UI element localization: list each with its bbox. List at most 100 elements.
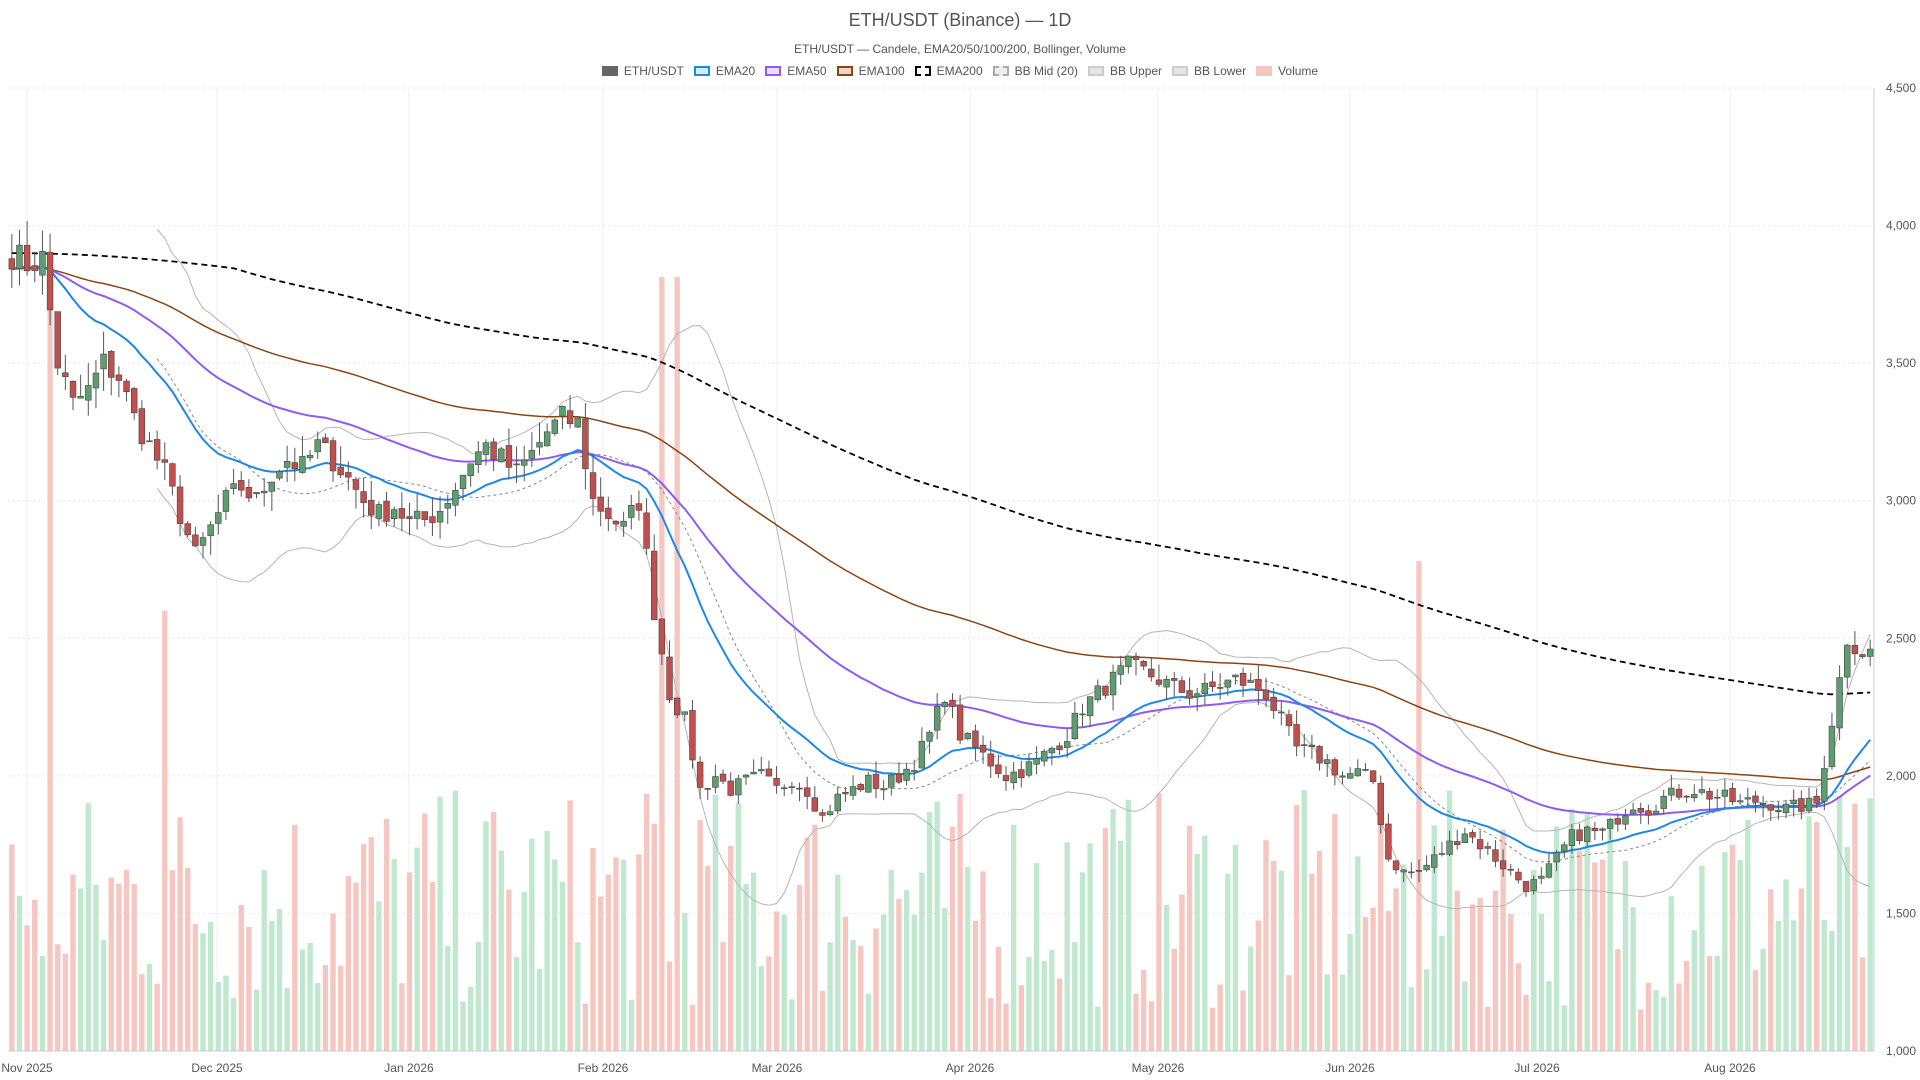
volume-bar <box>888 869 894 1051</box>
candle-body <box>222 490 230 512</box>
volume-bar <box>1156 793 1162 1051</box>
volume-bar <box>9 844 15 1051</box>
candle-layer <box>8 221 1874 897</box>
volume-bar <box>315 982 321 1051</box>
candle-body <box>857 784 864 791</box>
volume-bar <box>1431 825 1437 1051</box>
candle <box>834 786 841 815</box>
candle-body <box>1859 654 1866 657</box>
candle <box>536 422 543 456</box>
legend-item[interactable]: EMA50 <box>765 64 827 78</box>
candle-body <box>1346 773 1354 779</box>
candle-body <box>1025 761 1033 776</box>
volume-bar <box>490 811 497 1051</box>
volume-bar <box>567 800 573 1051</box>
candle <box>238 471 245 497</box>
candle <box>1637 802 1644 824</box>
candle <box>245 479 253 502</box>
volume-bar <box>1508 914 1514 1051</box>
candle <box>819 809 826 822</box>
candle <box>123 378 130 402</box>
candle <box>628 494 635 530</box>
candle-body <box>123 380 130 393</box>
candle-body <box>1683 795 1690 798</box>
volume-bar <box>1118 840 1124 1051</box>
volume-bar <box>1133 993 1139 1051</box>
candle <box>1530 875 1537 895</box>
candle <box>1346 767 1354 779</box>
candle-body <box>719 773 727 782</box>
candle-body <box>1775 810 1782 813</box>
candle-body <box>1270 696 1277 711</box>
candle-body <box>1844 644 1851 678</box>
volume-bar <box>1355 856 1361 1051</box>
candle-body <box>1163 678 1170 688</box>
volume-bar <box>269 920 275 1051</box>
candle <box>1255 663 1262 706</box>
volume-bar <box>1163 904 1170 1051</box>
candle-body <box>1469 832 1476 838</box>
volume-bar <box>498 850 504 1051</box>
candle-body <box>100 353 107 370</box>
candle-body <box>184 523 191 536</box>
candle-body <box>31 265 38 271</box>
candle-body <box>215 512 222 524</box>
candle <box>773 766 780 794</box>
volume-bar <box>1806 816 1812 1051</box>
volume-bar <box>1339 974 1346 1051</box>
candle-body <box>337 466 344 476</box>
y-tick-label: 3,500 <box>1886 356 1916 370</box>
volume-bar <box>1699 865 1705 1051</box>
candle <box>1798 790 1805 820</box>
candle <box>1652 804 1660 815</box>
legend-item[interactable]: BB Upper <box>1088 64 1162 78</box>
volume-bar <box>965 866 971 1051</box>
volume-bar <box>804 837 810 1051</box>
volume-bar <box>1546 981 1552 1051</box>
candle-body <box>1752 795 1759 803</box>
candle <box>108 350 115 396</box>
candle <box>926 730 933 754</box>
candle <box>222 487 230 521</box>
legend-item[interactable]: EMA200 <box>914 64 983 78</box>
volume-bar <box>1760 948 1766 1051</box>
candle <box>964 731 971 741</box>
volume-bar <box>1485 1006 1491 1051</box>
candle-body <box>1216 687 1224 689</box>
candle-body <box>368 499 375 516</box>
candle <box>559 405 566 430</box>
volume-bar <box>1737 859 1743 1051</box>
candle <box>352 476 360 509</box>
candle <box>345 461 352 491</box>
candle-body <box>1140 661 1147 667</box>
candle-body <box>1522 881 1530 892</box>
legend-item[interactable]: Volume <box>1256 64 1318 78</box>
candle <box>1591 822 1599 841</box>
volume-bar <box>391 859 397 1051</box>
candle-body <box>1048 748 1056 754</box>
legend-item[interactable]: BB Mid (20) <box>992 64 1078 78</box>
candle <box>1836 665 1843 741</box>
candle <box>872 761 880 799</box>
candle-body <box>459 474 467 490</box>
candle-body <box>742 774 750 778</box>
volume-bar <box>819 990 826 1051</box>
legend-swatch <box>693 66 710 76</box>
candle-body <box>735 778 742 796</box>
candle-body <box>979 744 987 753</box>
volume-bar <box>1783 879 1789 1051</box>
volume-bar <box>467 987 474 1051</box>
volume-bar <box>613 857 619 1051</box>
legend-item[interactable]: ETH/USDT <box>601 64 684 78</box>
volume-bar <box>812 824 818 1051</box>
candle-body <box>1316 746 1323 764</box>
candle-body <box>329 440 337 472</box>
volume-bar <box>1576 851 1583 1051</box>
candle <box>230 468 237 495</box>
x-tick-label: Apr 2026 <box>946 1061 995 1075</box>
volume-bar <box>590 847 596 1051</box>
candle <box>1018 760 1025 788</box>
legend-item[interactable]: BB Lower <box>1172 64 1246 78</box>
legend-item[interactable]: EMA20 <box>693 64 755 78</box>
legend-item[interactable]: EMA100 <box>836 64 905 78</box>
